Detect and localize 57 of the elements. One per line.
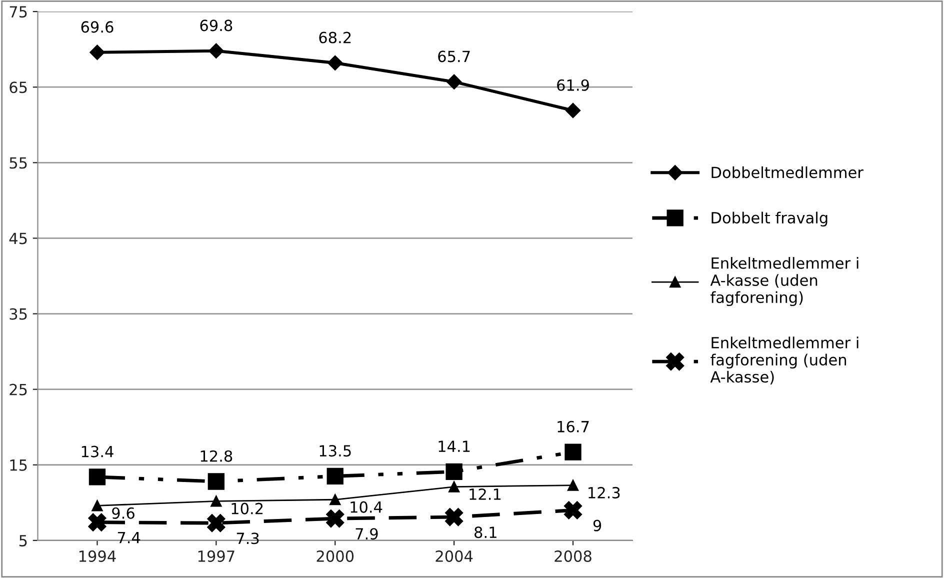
point: [328, 55, 343, 71]
data-label: 9: [593, 520, 602, 532]
data-label: 7.4: [118, 532, 140, 544]
data-label: 7.9: [356, 528, 378, 540]
point: [326, 468, 344, 485]
data-label: 7.3: [236, 532, 259, 544]
data-label: 14.1: [438, 440, 470, 452]
data-label: 10.2: [232, 502, 263, 514]
y-tick-label: 65: [10, 82, 27, 94]
x-tick-label: 2004: [436, 550, 473, 562]
data-label: 61.9: [557, 79, 589, 91]
point: [88, 468, 106, 486]
point: [88, 513, 106, 532]
x-tick-label: 1997: [198, 550, 234, 562]
y-tick-label: 35: [10, 308, 27, 320]
y-tick-label: 25: [10, 384, 27, 396]
x-tick-label: 2008: [554, 550, 592, 562]
y-tick-label: 5: [19, 535, 27, 546]
point: [90, 44, 105, 60]
y-tick-label: 75: [10, 6, 27, 18]
y-tick-label: 15: [10, 460, 27, 471]
point: [448, 481, 460, 492]
data-label: 12.1: [470, 488, 501, 500]
point: [565, 102, 581, 118]
data-label: 12.3: [588, 486, 620, 498]
x-tick-label: 2000: [316, 550, 354, 562]
legend-label: Enkeltmedlemmer i fagforening (uden A-kasse): [710, 336, 858, 384]
point: [92, 500, 103, 512]
legend-label: Dobbelt fravalg: [712, 212, 828, 226]
data-label: 69.6: [81, 21, 114, 33]
data-label: 10.4: [350, 501, 382, 513]
point: [567, 480, 579, 491]
x-tick-label: 1994: [79, 550, 116, 562]
data-label: 13.4: [82, 446, 114, 458]
point: [210, 496, 222, 507]
data-label: 16.7: [558, 420, 589, 432]
y-tick-label: 45: [9, 232, 27, 244]
point: [445, 508, 464, 526]
point: [564, 444, 582, 460]
point: [446, 74, 462, 90]
data-label: 65.7: [438, 50, 470, 62]
point: [208, 473, 225, 490]
point: [564, 501, 582, 520]
data-label: 68.2: [319, 32, 351, 44]
point: [326, 509, 344, 528]
data-label: 9.6: [112, 507, 134, 519]
point: [208, 43, 224, 58]
legend-label: Enkeltmedlemmer i A-kasse (uden fagforening): [710, 257, 858, 306]
point: [446, 463, 462, 480]
data-label: 8.1: [474, 526, 496, 538]
data-label: 12.8: [200, 450, 232, 462]
point: [330, 494, 341, 506]
y-tick-label: 55: [10, 157, 27, 169]
legend-label: Dobbeltmedlemmer: [712, 166, 864, 178]
data-label: 13.5: [320, 445, 351, 457]
point: [207, 514, 226, 532]
data-label: 69.8: [200, 20, 232, 32]
